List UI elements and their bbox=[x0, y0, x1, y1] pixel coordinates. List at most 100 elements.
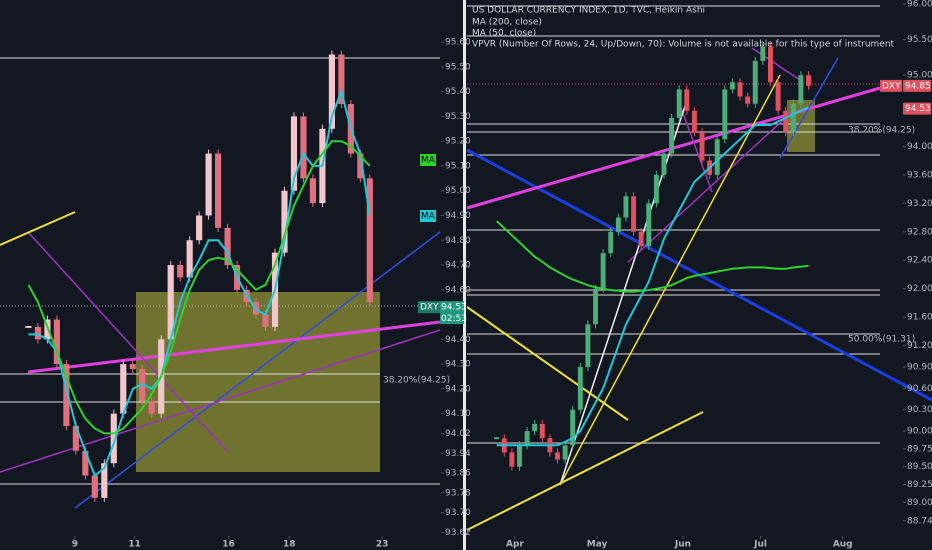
x-tick-label: 16 bbox=[222, 540, 235, 550]
y-tick-label: 94.90 bbox=[445, 211, 471, 221]
candle bbox=[790, 103, 796, 133]
y-tick-label: 94.30 bbox=[445, 360, 471, 370]
candle bbox=[539, 423, 545, 439]
candle bbox=[494, 437, 500, 440]
trend-line bbox=[27, 320, 441, 374]
candle bbox=[532, 423, 538, 432]
candle bbox=[290, 116, 298, 191]
y-tick-label: 94.70 bbox=[445, 261, 471, 271]
candle bbox=[167, 265, 174, 340]
y-tick-label: 95.10 bbox=[445, 161, 471, 171]
y-tick-label: 94.80 bbox=[445, 236, 471, 246]
trend-line bbox=[466, 306, 629, 421]
candle bbox=[722, 89, 728, 140]
x-tick-label: 18 bbox=[283, 540, 296, 550]
candle bbox=[752, 60, 758, 104]
y-tick-label: 94.02 bbox=[445, 429, 471, 439]
candle bbox=[585, 324, 591, 368]
candle bbox=[63, 364, 70, 427]
price-badge bbox=[880, 79, 902, 92]
candle bbox=[570, 409, 576, 446]
candle bbox=[517, 445, 522, 467]
y-tick-label: 95.50 bbox=[907, 35, 932, 45]
y-tick-label: 92.80 bbox=[907, 227, 932, 237]
y-tick-label: 89.50 bbox=[907, 462, 932, 472]
fib-label: 50.00%(91.31) bbox=[848, 335, 915, 345]
x-tick-label: Jun bbox=[674, 540, 691, 550]
candle bbox=[129, 364, 136, 370]
y-tick-label: 94.10 bbox=[445, 409, 471, 419]
trend-line bbox=[559, 74, 781, 486]
trend-line bbox=[751, 47, 801, 81]
y-tick-label: 90.90 bbox=[907, 363, 932, 373]
candle bbox=[215, 153, 222, 228]
ma-badge bbox=[420, 154, 436, 166]
x-tick-label: May bbox=[587, 540, 608, 550]
price-badge bbox=[418, 301, 440, 314]
x-tick-label: Jul bbox=[753, 540, 767, 550]
y-tick-label: 95.00 bbox=[445, 186, 471, 196]
ma-badge-label: MA bbox=[421, 156, 436, 166]
chart-subtitle: VPVR (Number Of Rows, 24, Up/Down, 70): … bbox=[472, 40, 895, 50]
trend-line bbox=[0, 211, 76, 246]
y-tick-label: 94.00 bbox=[907, 142, 932, 152]
candle bbox=[139, 369, 146, 402]
candle bbox=[72, 426, 79, 451]
y-tick-label: 95.00 bbox=[907, 71, 932, 81]
candle bbox=[101, 463, 108, 498]
candle bbox=[653, 174, 659, 204]
candle bbox=[768, 46, 773, 83]
symbol-label: DXY bbox=[420, 303, 439, 313]
candle bbox=[300, 116, 307, 179]
trend-line bbox=[466, 411, 704, 531]
candle bbox=[608, 231, 614, 254]
price-badge bbox=[440, 301, 464, 314]
time-label: 02:53 bbox=[441, 314, 467, 324]
candle bbox=[661, 153, 667, 175]
candle bbox=[691, 110, 697, 133]
chart-title: US DOLLAR CURRENCY INDEX, 1D, TVC, Heiki… bbox=[472, 6, 705, 16]
candle bbox=[25, 325, 32, 328]
candle bbox=[806, 75, 811, 86]
candle bbox=[555, 452, 560, 460]
candle bbox=[196, 215, 203, 241]
candle bbox=[783, 110, 789, 133]
candle bbox=[631, 196, 637, 232]
trend-line bbox=[679, 104, 713, 193]
candle bbox=[328, 54, 335, 129]
y-tick-label: 95.60 bbox=[445, 38, 471, 48]
y-tick-label: 91.20 bbox=[907, 341, 932, 351]
symbol-label: DXY bbox=[882, 81, 901, 91]
x-tick-label: 9 bbox=[72, 540, 78, 550]
legend-entry: MA (50, close) bbox=[472, 29, 536, 39]
candle bbox=[729, 82, 735, 90]
candle bbox=[638, 231, 644, 247]
y-tick-label: 93.62 bbox=[445, 528, 471, 538]
ma-badge bbox=[420, 210, 436, 222]
candle bbox=[714, 139, 720, 175]
y-tick-label: 91.60 bbox=[907, 313, 932, 323]
candle bbox=[577, 367, 583, 410]
y-tick-label: 90.00 bbox=[907, 427, 932, 437]
ma-line bbox=[496, 106, 809, 447]
candle bbox=[745, 96, 751, 104]
y-tick-label: 95.20 bbox=[445, 137, 471, 147]
candle bbox=[615, 217, 621, 232]
candle bbox=[177, 265, 184, 278]
candle bbox=[338, 54, 345, 105]
y-tick-label: 94.20 bbox=[445, 384, 471, 394]
candle bbox=[205, 153, 212, 216]
candle bbox=[669, 117, 675, 154]
x-tick-label: Aug bbox=[833, 540, 853, 550]
y-tick-label: 89.00 bbox=[907, 498, 932, 508]
time-badge bbox=[440, 313, 464, 325]
price-badge bbox=[903, 79, 931, 92]
candle bbox=[593, 288, 599, 325]
trend-line bbox=[74, 231, 441, 509]
x-tick-label: 11 bbox=[128, 540, 141, 550]
y-tick-label: 95.40 bbox=[445, 87, 471, 97]
y-tick-label: 89.75 bbox=[907, 444, 932, 454]
candle bbox=[524, 431, 530, 446]
y-tick-label: 88.74 bbox=[907, 516, 932, 526]
y-tick-label: 95.30 bbox=[445, 112, 471, 122]
